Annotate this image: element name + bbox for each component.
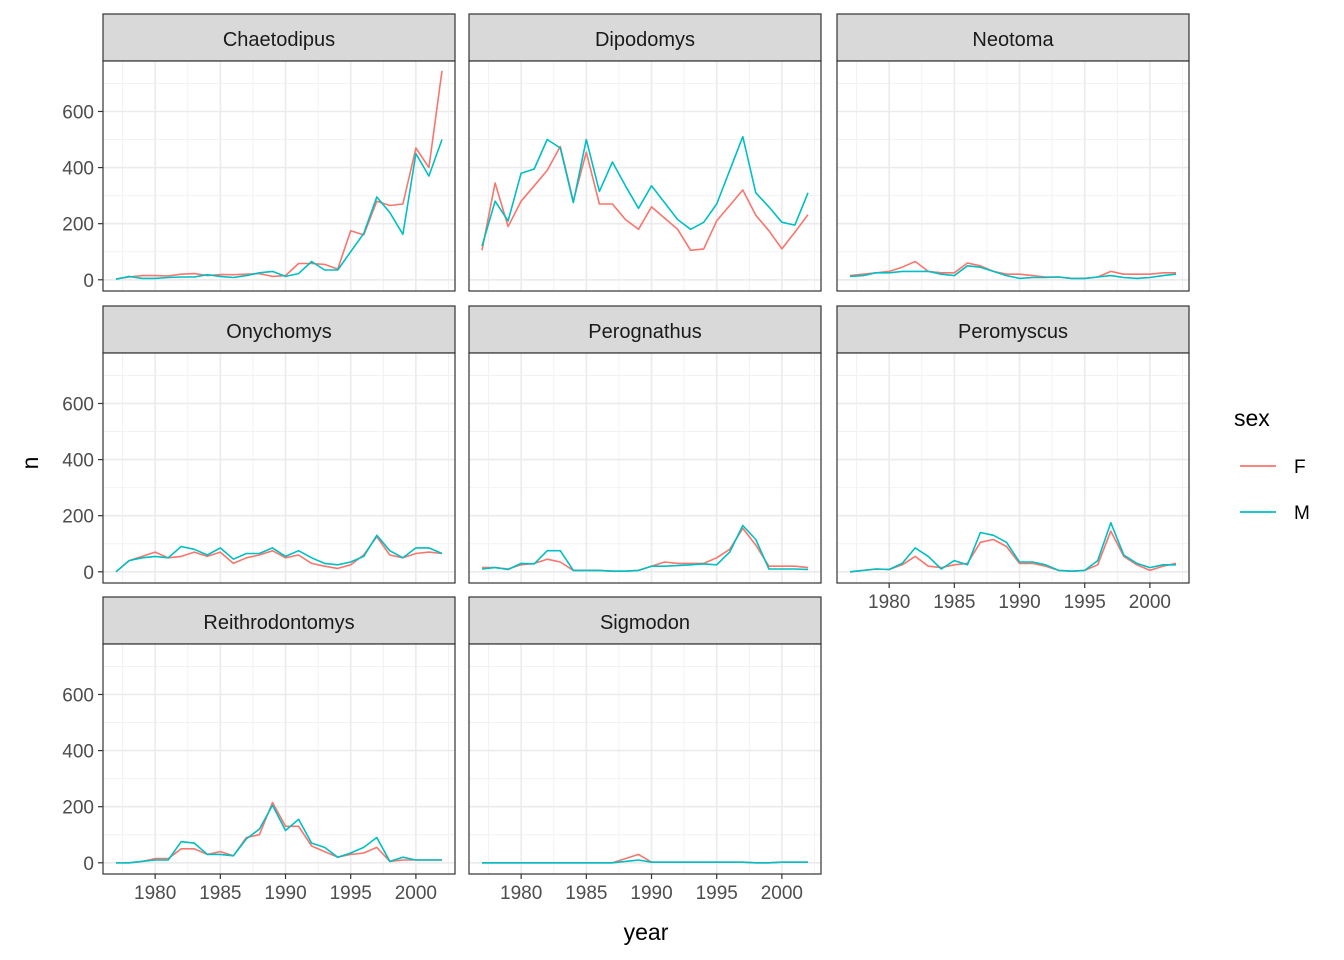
facet-strip: [836, 13, 1190, 62]
facet-strip-label: Perognathus: [588, 321, 701, 343]
x-tick-label: 1990: [630, 883, 672, 904]
panel-border: [102, 643, 456, 875]
legend-title: sex: [1234, 405, 1270, 431]
legend-label-f: F: [1294, 457, 1306, 478]
series-line-m: [849, 521, 1176, 573]
facet-reithrodontomys: Reithrodontomys 0 200 400 600 1980 1985 1990 199…: [62, 596, 456, 904]
series-line-m: [115, 139, 443, 280]
panel-border: [102, 352, 456, 584]
x-tick-label: 1980: [134, 883, 176, 904]
facet-chaetodipus: Chaetodipus 0 200 400 600: [62, 13, 456, 292]
panel-border: [102, 60, 456, 292]
legend: FM: [1240, 457, 1310, 524]
panel-border: [468, 352, 822, 584]
facet-strip: [468, 596, 822, 645]
series-line-m: [115, 534, 443, 573]
panel-background: [837, 353, 1189, 583]
x-tick-label: 1985: [565, 883, 607, 904]
panel-background: [103, 353, 455, 583]
y-tick-label: 0: [83, 271, 94, 292]
facet-strip: [102, 305, 456, 354]
y-tick-label: 600: [62, 394, 94, 415]
panel-background: [837, 61, 1189, 291]
facet-onychomys: Onychomys 0 200 400 600: [62, 305, 456, 584]
series-line-m: [482, 859, 808, 864]
y-tick-label: 400: [62, 451, 94, 472]
facet-strip-label: Reithrodontomys: [203, 612, 354, 634]
x-tick-label: 1980: [500, 883, 542, 904]
facet-strip-label: Peromyscus: [958, 321, 1068, 343]
x-tick-label: 1990: [998, 592, 1040, 613]
facet-strip-label: Dipodomys: [595, 29, 695, 51]
series-line-f: [849, 530, 1177, 573]
legend-label-m: M: [1294, 503, 1310, 524]
x-tick-label: 1980: [868, 592, 910, 613]
panel-border: [836, 352, 1190, 584]
facet-perognathus: Perognathus: [468, 305, 822, 584]
series-line-f: [115, 70, 443, 280]
y-axis-title: n: [17, 457, 43, 470]
facet-neotoma: Neotoma: [836, 13, 1190, 292]
y-tick-label: 0: [83, 563, 94, 584]
series-line-f: [481, 145, 809, 252]
panel-background: [469, 61, 821, 291]
facet-sigmodon: Sigmodon 1980 1985 1990 1995 2000: [468, 596, 822, 904]
series-line-f: [115, 535, 443, 573]
facet-strip: [102, 13, 456, 62]
y-tick-label: 400: [62, 742, 94, 763]
series-line-m: [481, 135, 809, 247]
series-line-f: [849, 260, 1176, 280]
facet-dipodomys: Dipodomys: [468, 13, 822, 292]
panel-background: [103, 61, 455, 291]
x-tick-label: 2000: [761, 883, 803, 904]
facet-strip: [836, 305, 1190, 354]
panel-border: [468, 643, 822, 875]
series-line-m: [849, 264, 1177, 280]
x-tick-label: 1995: [696, 883, 738, 904]
panel-background: [469, 353, 821, 583]
y-tick-label: 400: [62, 159, 94, 180]
panel-border: [468, 60, 822, 292]
series-line-m: [481, 524, 809, 573]
facet-strip-label: Neotoma: [972, 29, 1054, 51]
y-tick-label: 600: [62, 102, 94, 123]
x-tick-label: 2000: [395, 883, 437, 904]
x-tick-label: 2000: [1129, 592, 1171, 613]
facet-strip-label: Onychomys: [226, 321, 332, 343]
y-tick-label: 200: [62, 215, 94, 236]
x-tick-label: 1985: [199, 883, 241, 904]
x-axis-title: year: [624, 919, 669, 945]
y-tick-label: 200: [62, 507, 94, 528]
x-tick-label: 1995: [1064, 592, 1106, 613]
panel-background: [469, 644, 821, 874]
x-tick-label: 1990: [264, 883, 306, 904]
panel-border: [836, 60, 1190, 292]
y-tick-label: 0: [83, 854, 94, 875]
panel-background: [103, 644, 455, 874]
y-tick-label: 200: [62, 798, 94, 819]
facet-strip-label: Sigmodon: [600, 612, 690, 634]
x-tick-label: 1995: [330, 883, 372, 904]
facet-strip-label: Chaetodipus: [223, 29, 335, 51]
facet-strip: [468, 305, 822, 354]
y-tick-label: 600: [62, 685, 94, 706]
x-tick-label: 1985: [933, 592, 975, 613]
facet-peromyscus: Peromyscus 1980 1985 1990 1995 2000: [836, 305, 1190, 613]
series-line-m: [116, 804, 442, 864]
